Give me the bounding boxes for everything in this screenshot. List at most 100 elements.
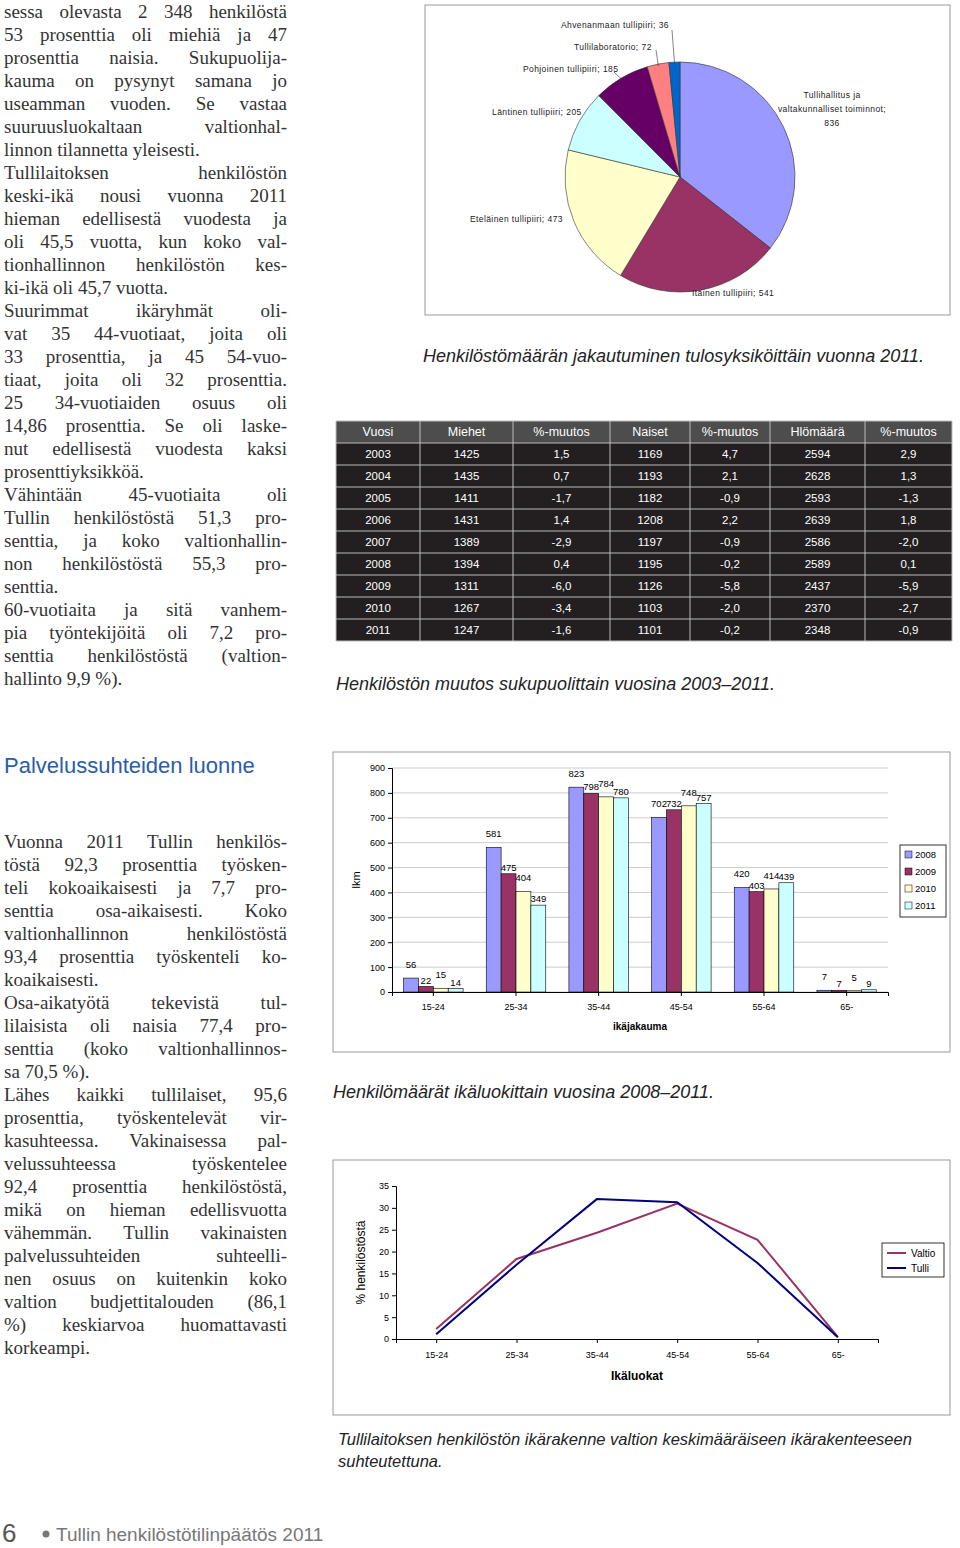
line-series — [436, 1199, 838, 1337]
pie-label-value: 541 — [759, 288, 774, 298]
legend-swatch — [887, 1267, 906, 1269]
pie-label-category: Tullilaboratorio; — [574, 42, 639, 52]
data-label: 823 — [568, 768, 584, 779]
x-axis: 15-2425-3435-4445-5455-6465- — [397, 1339, 879, 1360]
x-tick-mark — [846, 992, 847, 996]
y-axis: 05101520253035 — [379, 1181, 397, 1344]
bar — [734, 887, 749, 992]
body-text-line: ki-ikä oli 45,7 vuotta. — [4, 277, 168, 298]
bar — [569, 787, 584, 992]
table-row-line — [336, 509, 952, 510]
body-text-line: Vähintään 45-vuotiaita oli — [4, 484, 287, 505]
data-label: 5 — [851, 972, 856, 983]
legend-label: 2010 — [915, 883, 936, 894]
table-cell: 1193 — [638, 470, 663, 482]
table-cell: 1208 — [637, 514, 663, 526]
table-cell: 2593 — [805, 492, 831, 504]
x-tick-label: 35-44 — [586, 1350, 609, 1360]
table-cell: 1267 — [454, 602, 480, 614]
x-tick-mark — [598, 992, 599, 996]
data-label: 15 — [435, 969, 446, 980]
y-tick-mark — [392, 1317, 396, 1318]
y-tick-mark — [388, 818, 392, 819]
table-row-line — [336, 531, 952, 532]
grid-line — [392, 768, 888, 769]
y-tick: 10 — [379, 1291, 396, 1301]
y-axis: 0100200300400500600700800900 — [370, 763, 393, 997]
table-cell: -5,8 — [720, 580, 740, 592]
x-tick-mark — [433, 992, 434, 996]
y-tick-label: 35 — [379, 1181, 389, 1191]
y-tick: 30 — [379, 1203, 396, 1213]
bar — [486, 847, 501, 992]
table-cell: -0,9 — [720, 492, 740, 504]
body-text-line: prosenttia naisia. Sukupuolija- — [4, 47, 287, 68]
bar — [681, 806, 696, 992]
table-cell: 1394 — [454, 558, 480, 570]
table-row-line — [336, 487, 952, 488]
x-axis-line — [397, 1340, 879, 1344]
body-text-line: hieman edellisestä vuodesta ja — [4, 208, 288, 229]
body-text-line: senttia osa-aikaisesti. Koko — [4, 900, 287, 921]
chart-frame — [425, 5, 950, 315]
table-cell: -1,3 — [899, 492, 919, 504]
body-text-line: 93,4 prosenttia työskenteli ko- — [4, 946, 287, 967]
table-cell: -5,9 — [899, 580, 919, 592]
pie-label-category: Eteläinen tullipiiri; — [470, 214, 545, 224]
y-tick-mark — [392, 1295, 396, 1296]
table-cell: 2,9 — [901, 448, 917, 460]
chart-caption: Henkilöstömäärän jakautuminen tulosyksik… — [423, 346, 924, 366]
body-text-line: useamman vuoden. Se vastaa — [4, 93, 288, 114]
body-text-line: koaikaisesti. — [4, 969, 98, 990]
body-text-line: töstä 92,3 prosenttia työsken- — [4, 854, 287, 875]
legend-swatch — [905, 902, 912, 909]
y-tick-label: 25 — [379, 1225, 389, 1235]
bar — [584, 793, 599, 992]
table-cell: 1311 — [454, 580, 479, 592]
chart-caption: Tullilaitoksen henkilöstön ikärakenne va… — [338, 1428, 958, 1472]
body-text-line: pia työntekijöitä oli 7,2 pro- — [4, 622, 287, 643]
table-cell: 2628 — [805, 470, 831, 482]
data-label: 757 — [696, 792, 712, 803]
table-cell: 1,8 — [901, 514, 917, 526]
y-tick-label: 300 — [370, 913, 385, 923]
body-text-line: non henkilöstöstä 55,3 pro- — [4, 553, 287, 574]
table-row-line — [336, 641, 952, 642]
table-cell: 2010 — [365, 602, 391, 614]
y-tick: 200 — [370, 938, 392, 948]
table-col-line — [420, 421, 421, 641]
pie-label-category: Tullihallitus ja — [803, 90, 860, 100]
y-tick-mark — [388, 917, 392, 918]
y-tick-mark — [388, 967, 392, 968]
footer-title: Tullin henkilöstötilinpäätös 2011 — [56, 1524, 323, 1545]
chart-frame — [333, 1160, 950, 1415]
bar — [666, 810, 681, 992]
pie-label: Läntinen tullipiiri;205 — [492, 107, 582, 117]
chart-frame — [333, 752, 950, 1052]
x-tick-label: 25-34 — [505, 1350, 528, 1360]
body-text-line: kasuhteessa. Vakinaisessa pal- — [4, 1130, 287, 1151]
table-cell: -2,0 — [899, 536, 919, 548]
y-tick-label: 900 — [370, 763, 385, 773]
bar — [817, 990, 832, 992]
body-text-line: 33 prosenttia, ja 45 54-vuo- — [4, 346, 287, 367]
chart-caption: Henkilömäärät ikäluokittain vuosina 2008… — [333, 1082, 714, 1102]
y-tick: 100 — [370, 962, 392, 972]
legend-box — [900, 845, 946, 917]
pie-label-value: 836 — [824, 118, 839, 128]
y-tick: 15 — [379, 1269, 396, 1279]
body-text-line: senttia, ja koko valtionhallin- — [4, 530, 287, 551]
y-tick: 400 — [370, 888, 392, 898]
y-tick-label: 400 — [370, 888, 385, 898]
body-text-line: nut edellisestä vuodesta kaksi — [4, 438, 287, 459]
x-tick-mark — [436, 1339, 437, 1343]
table-cell: 1389 — [454, 536, 480, 548]
body-text-line: kauma on pysynyt samana jo — [4, 70, 287, 91]
page-canvas: sessa olevasta 2 348 henkilöstä53 prosen… — [0, 0, 960, 1548]
body-text-line: Vuonna 2011 Tullin henkilös- — [4, 831, 287, 852]
pie-label-value: 473 — [548, 214, 563, 224]
data-label: 439 — [778, 871, 794, 882]
y-tick: 600 — [370, 838, 392, 848]
legend: ValtioTulli — [882, 1243, 944, 1277]
body-text-line: palvelussuhteiden suhteelli- — [4, 1245, 287, 1266]
